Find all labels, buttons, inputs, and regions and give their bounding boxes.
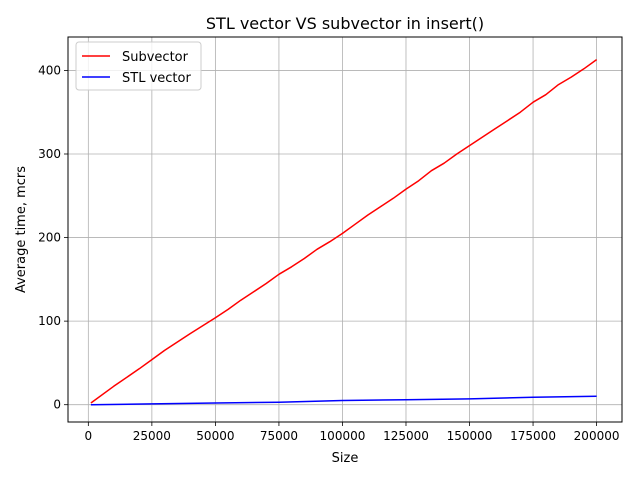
x-ticks: 0 25000 50000 75000 100000 125000 150000 175000… bbox=[85, 422, 620, 443]
x-tick-label: 200000 bbox=[574, 429, 620, 443]
y-tick-label: 200 bbox=[38, 231, 61, 245]
legend-label-subvector: Subvector bbox=[122, 50, 189, 65]
plot-frame bbox=[67, 36, 623, 423]
x-tick-label: 125000 bbox=[383, 429, 429, 443]
series-layer bbox=[90, 58, 598, 406]
y-tick-label: 0 bbox=[53, 398, 61, 412]
x-tick-label: 100000 bbox=[320, 429, 366, 443]
plot-area bbox=[68, 37, 622, 422]
series-line-subvector bbox=[90, 58, 598, 404]
chart-title: STL vector VS subvector in insert() bbox=[206, 14, 484, 33]
y-tick-label: 300 bbox=[38, 147, 61, 161]
y-ticks: 0 100 200 300 400 bbox=[38, 63, 68, 412]
x-tick-label: 0 bbox=[85, 429, 93, 443]
x-tick-label: 50000 bbox=[196, 429, 234, 443]
legend-label-stl-vector: STL vector bbox=[122, 71, 191, 86]
y-axis-label: Average time, mcrs bbox=[14, 166, 29, 293]
series-line-stl-vector bbox=[90, 395, 597, 406]
y-tick-label: 400 bbox=[38, 63, 61, 77]
grid bbox=[68, 37, 622, 422]
y-tick-label: 100 bbox=[38, 314, 61, 328]
legend: Subvector STL vector bbox=[75, 41, 202, 91]
x-axis-label: Size bbox=[332, 451, 359, 466]
legend-box bbox=[75, 41, 202, 91]
x-tick-label: 150000 bbox=[447, 429, 493, 443]
x-tick-label: 25000 bbox=[133, 429, 171, 443]
x-tick-label: 175000 bbox=[510, 429, 556, 443]
x-tick-label: 75000 bbox=[260, 429, 298, 443]
